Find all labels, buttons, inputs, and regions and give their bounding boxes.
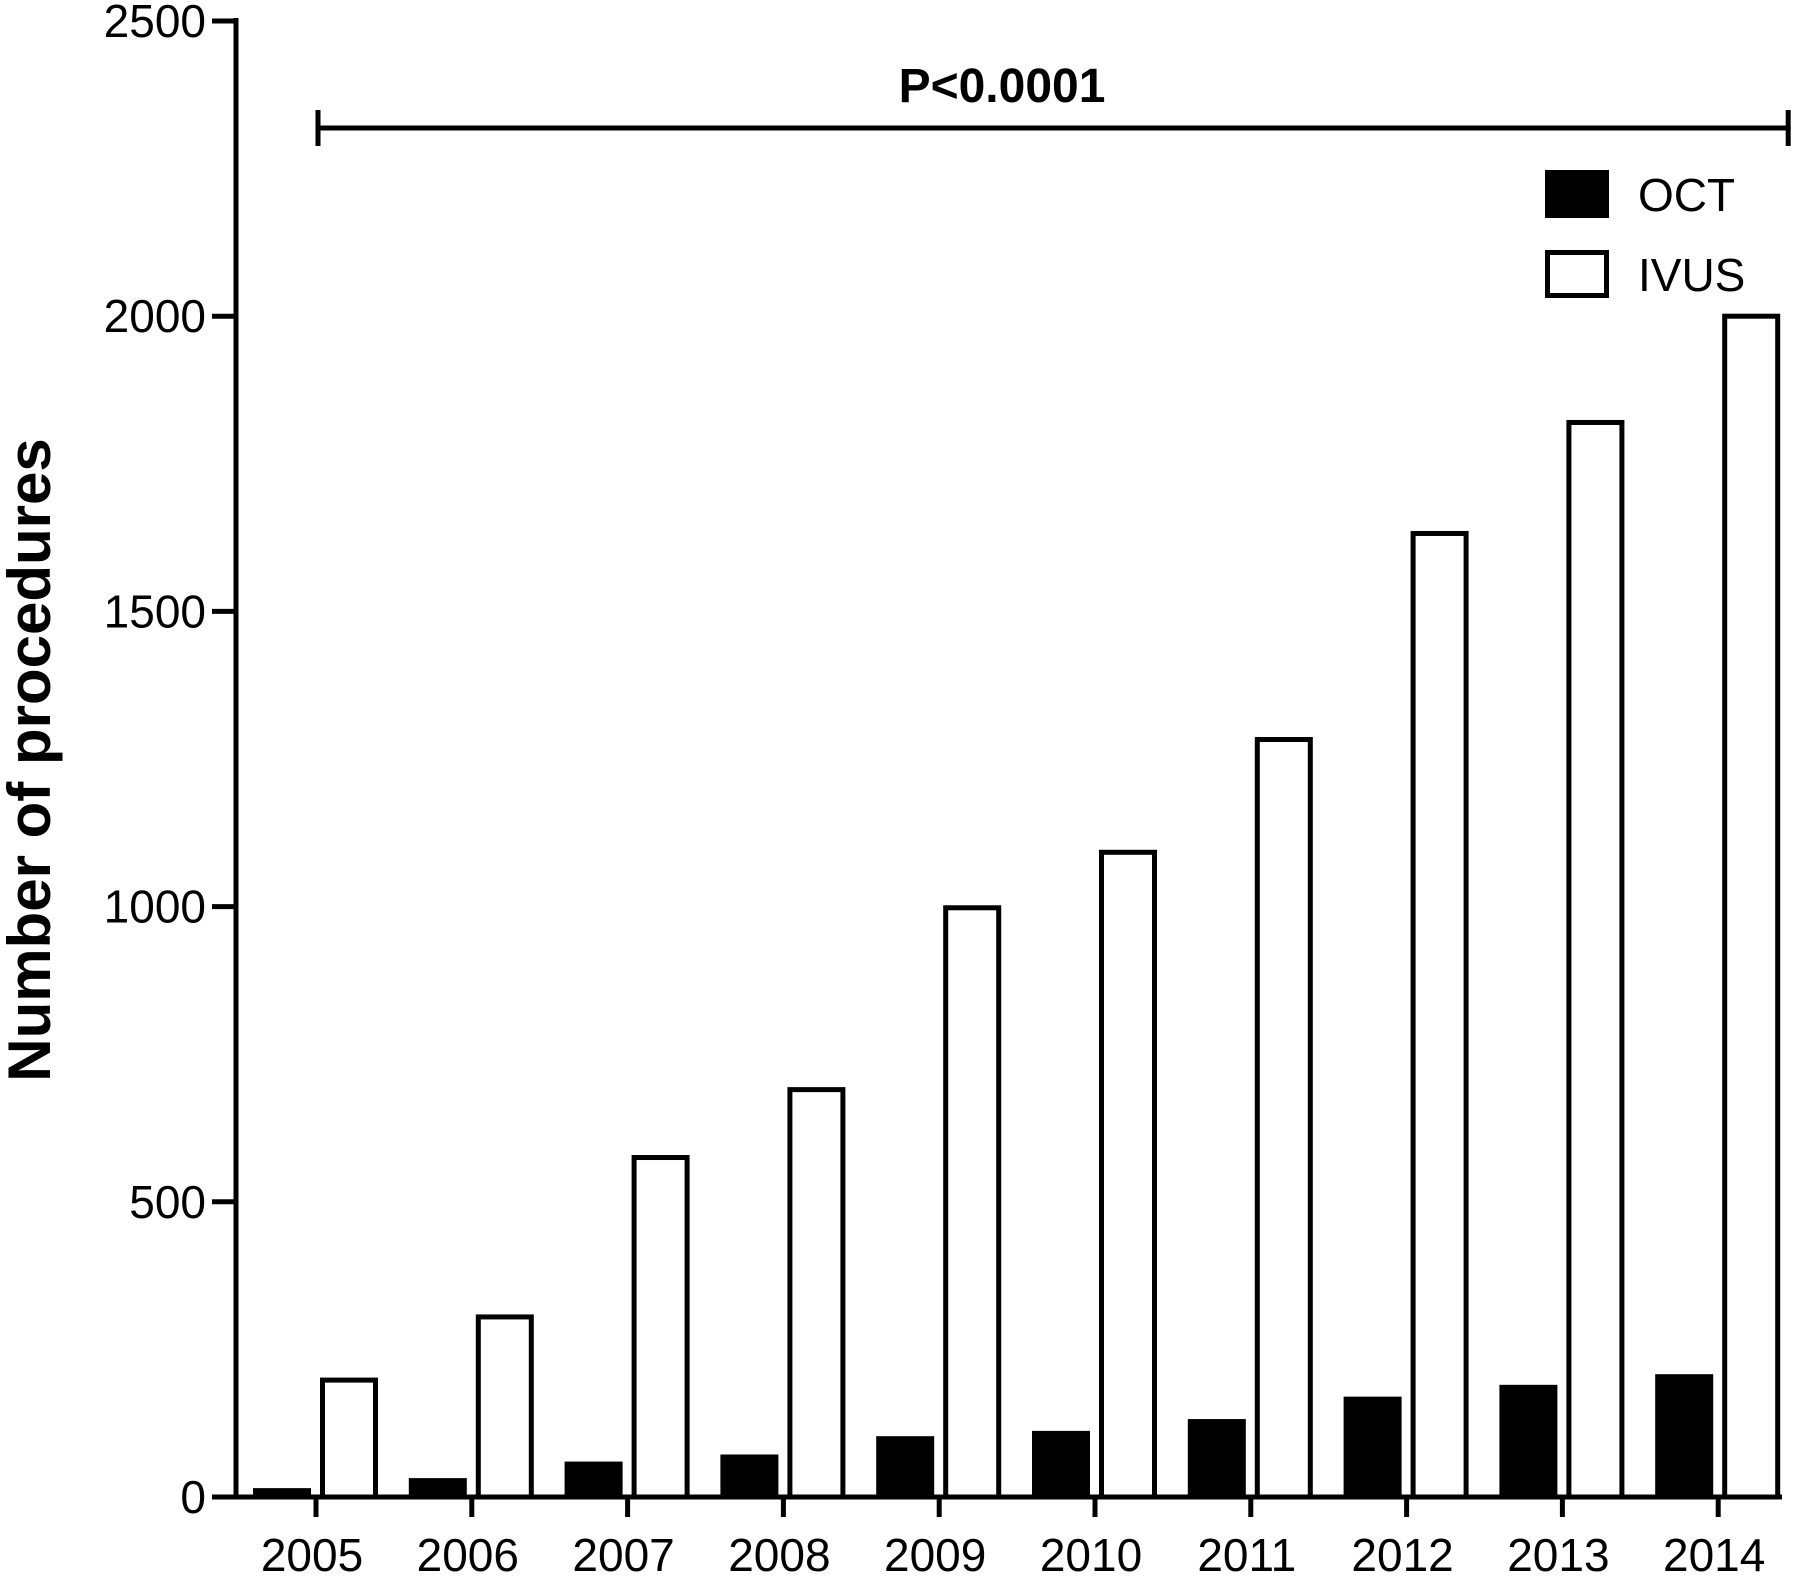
- bar-oct-2005: [253, 1488, 311, 1497]
- y-tick-label: 500: [129, 1176, 206, 1228]
- bar-oct-2006: [408, 1478, 467, 1497]
- bar-oct-2013: [1499, 1384, 1558, 1497]
- bar-ivus-2005: [320, 1377, 378, 1500]
- y-tick-label: 1000: [104, 881, 206, 933]
- bar-ivus-2011: [1254, 737, 1313, 1500]
- x-tick-label: 2011: [1197, 1529, 1296, 1581]
- bar-oct-2007: [564, 1461, 623, 1497]
- significance-annotation: P<0.0001: [315, 60, 1791, 146]
- bars: [253, 313, 1781, 1500]
- p-value-label: P<0.0001: [899, 60, 1106, 113]
- y-tick-label: 0: [180, 1471, 206, 1523]
- x-tick-label: 2005: [261, 1529, 363, 1581]
- bar-ivus-2006: [475, 1314, 534, 1500]
- legend-label-oct: OCT: [1638, 169, 1735, 221]
- y-tick-label: 1500: [104, 585, 206, 637]
- x-tick-label: 2014: [1663, 1529, 1765, 1581]
- bar-oct-2012: [1343, 1396, 1402, 1497]
- y-tick-label: 2500: [104, 0, 206, 47]
- bar-oct-2011: [1187, 1419, 1246, 1497]
- y-axis-title: Number of procedures: [0, 438, 63, 1081]
- x-axis: 2005 2006 2007 2008 2009 2010 2011 2012 2013 2014: [233, 1494, 1782, 1581]
- x-tick-label: 2012: [1351, 1529, 1453, 1581]
- bar-ivus-2009: [943, 905, 1002, 1500]
- y-tick-label: 2000: [104, 290, 206, 342]
- bar-oct-2009: [876, 1436, 935, 1497]
- x-tick-label: 2009: [884, 1529, 986, 1581]
- legend-swatch-ivus: [1545, 250, 1609, 298]
- x-tick-label: 2010: [1040, 1529, 1142, 1581]
- bar-oct-2008: [720, 1454, 779, 1497]
- bar-ivus-2012: [1410, 530, 1469, 1500]
- bar-ivus-2010: [1099, 849, 1157, 1500]
- legend-label-ivus: IVUS: [1638, 249, 1745, 301]
- x-tick-label: 2008: [728, 1529, 830, 1581]
- legend-swatch-oct: [1545, 170, 1609, 218]
- y-axis: 0 500 1000 1500 2000 2500: [104, 0, 239, 1523]
- x-tick-label: 2007: [572, 1529, 674, 1581]
- x-tick-label: 2006: [417, 1529, 519, 1581]
- bar-oct-2010: [1032, 1430, 1090, 1497]
- legend: OCT IVUS: [1545, 169, 1745, 301]
- bar-ivus-2013: [1566, 419, 1625, 1500]
- bar-ivus-2007: [631, 1155, 690, 1500]
- bar-ivus-2008: [787, 1087, 846, 1500]
- bar-oct-2014: [1655, 1374, 1714, 1497]
- bar-ivus-2014: [1722, 313, 1781, 1500]
- x-tick-label: 2013: [1507, 1529, 1609, 1581]
